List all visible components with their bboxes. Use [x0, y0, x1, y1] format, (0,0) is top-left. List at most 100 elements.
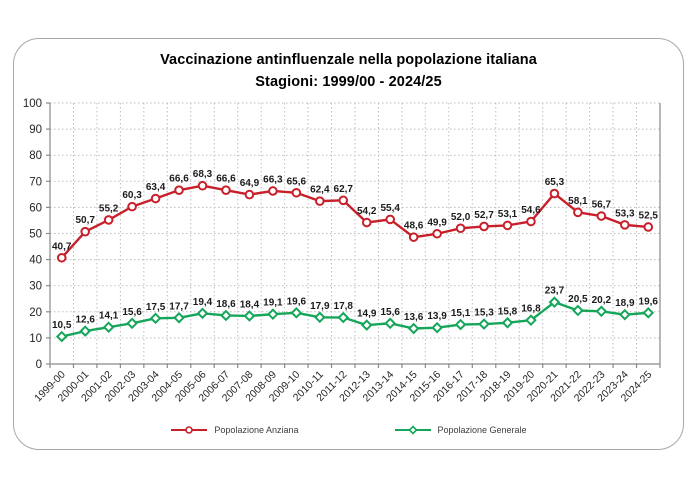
legend-item-popolazione-generale: Popolazione Generale [394, 425, 527, 435]
legend-label-anziana: Popolazione Anziana [214, 425, 299, 435]
data-label: 65,6 [287, 176, 307, 187]
data-point [454, 318, 467, 331]
data-label: 17,8 [334, 301, 354, 312]
data-point [55, 330, 68, 343]
data-label: 18,4 [240, 299, 260, 310]
data-label: 60,3 [122, 190, 142, 201]
legend-line-diamond-icon [394, 425, 431, 435]
data-point [244, 189, 255, 200]
data-label: 15,6 [122, 307, 142, 318]
data-label: 19,1 [263, 298, 283, 309]
data-point [267, 308, 279, 320]
data-label: 12,6 [75, 315, 95, 326]
series-data-labels-popolazione-anziana: 40,750,755,260,363,466,6 68,3 66,6 64,9 66,3… [52, 169, 658, 252]
data-point [479, 221, 489, 232]
data-point [337, 311, 350, 324]
data-point [595, 305, 608, 318]
data-point [173, 311, 185, 324]
data-label: 52,0 [451, 212, 471, 223]
data-point [197, 180, 208, 191]
data-point [196, 307, 209, 320]
chart-title: Vaccinazione antinfluenzale nella popola… [160, 52, 537, 68]
data-label: 65,3 [545, 177, 565, 188]
data-label: 68,3 [193, 169, 213, 180]
y-tick-label: 0 [36, 359, 42, 371]
data-label: 64,9 [240, 178, 260, 189]
data-label: 55,2 [99, 203, 119, 214]
data-point [150, 193, 161, 204]
data-point [596, 211, 607, 221]
data-point [268, 186, 278, 196]
data-point [642, 307, 655, 319]
data-label: 56,7 [592, 200, 612, 211]
data-label: 66,6 [216, 174, 236, 185]
data-point [220, 309, 232, 322]
data-point [502, 220, 513, 231]
data-label: 10,5 [52, 320, 72, 331]
y-tick-label: 90 [29, 124, 42, 136]
data-point [360, 319, 373, 331]
data-point [80, 226, 90, 237]
data-point [102, 321, 115, 334]
data-label: 20,5 [568, 294, 588, 305]
chart-legend: Popolazione Anziana Popolazione Generale [14, 425, 683, 435]
data-label: 17,7 [169, 301, 189, 312]
data-point [126, 317, 138, 330]
data-point [408, 232, 419, 242]
data-label: 16,8 [521, 304, 541, 315]
data-label: 23,7 [545, 286, 565, 297]
y-tick-label: 60 [29, 202, 42, 214]
data-label: 20,2 [592, 295, 612, 306]
data-point [243, 310, 256, 322]
data-label: 40,7 [52, 241, 72, 252]
data-point [549, 188, 560, 199]
legend-label-generale: Popolazione Generale [437, 425, 527, 435]
data-label: 54,6 [521, 205, 541, 216]
data-point [221, 185, 231, 195]
y-tick-label: 40 [29, 255, 42, 267]
y-tick-label: 10 [29, 333, 42, 345]
data-point [620, 220, 630, 230]
data-label: 53,3 [615, 208, 635, 219]
data-point [432, 228, 442, 239]
data-point [478, 318, 490, 330]
data-point [315, 196, 325, 206]
chart-subtitle: Stagioni: 1999/00 - 2024/25 [255, 74, 442, 90]
data-point [573, 207, 583, 218]
y-tick-label: 100 [23, 98, 42, 110]
chart-card: Vaccinazione antinfluenzale nella popola… [13, 38, 684, 450]
y-tick-label: 80 [29, 150, 42, 162]
data-label: 55,4 [380, 203, 400, 214]
data-label: 52,7 [474, 210, 494, 221]
data-label: 58,1 [568, 196, 588, 207]
data-point [525, 314, 537, 326]
data-label: 19,6 [639, 296, 659, 307]
data-label: 50,7 [75, 215, 95, 226]
data-point [56, 252, 67, 263]
y-tick-label: 30 [29, 281, 42, 293]
data-label: 13,9 [427, 311, 447, 322]
data-label: 15,6 [380, 307, 400, 318]
y-tick-label: 70 [29, 176, 42, 188]
data-point [385, 214, 395, 225]
data-point [431, 321, 443, 334]
x-axis-labels: 1999-002000-012001-022002-032003-042004-… [32, 369, 654, 405]
gridlines [49, 102, 661, 365]
data-label: 17,5 [146, 302, 166, 313]
chart-title-block: Vaccinazione antinfluenzale nella popola… [14, 49, 683, 93]
data-label: 48,6 [404, 221, 424, 232]
data-label: 49,9 [427, 217, 447, 228]
data-point [548, 296, 561, 308]
data-point [79, 325, 92, 337]
data-point [572, 304, 584, 317]
data-label: 13,6 [404, 312, 424, 323]
data-point [291, 187, 302, 198]
data-point [455, 223, 466, 234]
data-label: 15,1 [451, 308, 471, 319]
data-point [174, 185, 184, 195]
plot-border-and-ticks [46, 102, 661, 368]
legend-item-popolazione-anziana: Popolazione Anziana [170, 425, 299, 435]
data-label: 54,2 [357, 206, 377, 217]
